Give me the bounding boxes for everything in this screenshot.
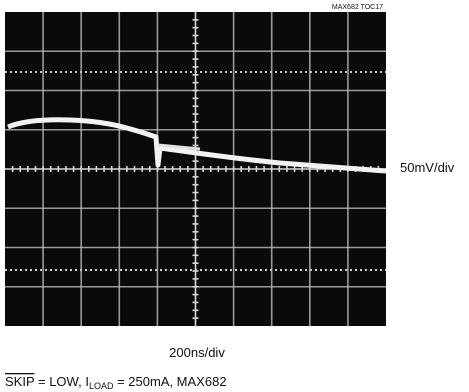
y-scale-label: 50mV/div bbox=[400, 160, 455, 175]
caption: SKIP = LOW, ILOAD = 250mA, MAX682 bbox=[5, 374, 227, 391]
waveform bbox=[7, 117, 387, 174]
caption-text: = 250mA, MAX682 bbox=[113, 374, 226, 389]
caption-subscript: LOAD bbox=[89, 381, 114, 391]
caption-text: = LOW, I bbox=[34, 374, 89, 389]
scope-grid bbox=[5, 12, 386, 326]
figure-tag: MAX682 TOC17 bbox=[332, 4, 383, 11]
x-scale-label: 200ns/div bbox=[169, 345, 225, 360]
waveform-overshoot bbox=[157, 143, 201, 151]
caption-signal: SKIP bbox=[5, 374, 34, 389]
